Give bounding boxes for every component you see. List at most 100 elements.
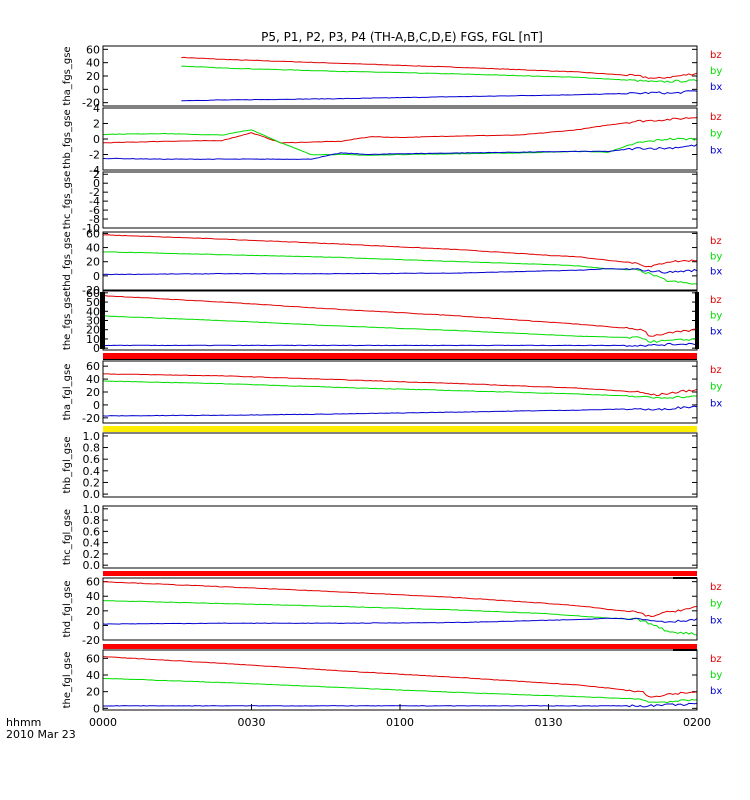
y-tick-label: 50	[86, 296, 100, 309]
x-tick-label: 0200	[683, 716, 711, 729]
y-tick-label: 20	[86, 256, 100, 269]
data-gap-bar-left	[100, 292, 105, 349]
date-label: 2010 Mar 23	[6, 728, 76, 741]
y-tick-label: 60	[86, 576, 100, 589]
panel-frame	[102, 649, 698, 711]
panel-thc-fgl-gse: 1.00.80.60.40.20.0 thc_fgl_gse	[62, 503, 698, 572]
quality-flag-bar	[103, 644, 697, 649]
panel-frame	[102, 290, 698, 351]
panel-frame	[102, 231, 698, 291]
y-tick-label: 60	[86, 652, 100, 665]
legend-by: by	[710, 66, 722, 77]
y-tick-label: 0.6	[83, 453, 101, 466]
panel-thb-fgl-gse: 1.00.80.60.40.20.0 thb_fgl_gse	[62, 430, 698, 501]
y-tick-label: 0.4	[83, 537, 101, 550]
time-label: hhmm	[6, 716, 41, 729]
panel-thb-fgs-gse: 4 2 0 -2 -4 thb_fgs_gse bz by bx	[62, 102, 722, 177]
y-tick-label: 0	[93, 83, 100, 96]
series-line-bz	[103, 373, 698, 397]
y-tick-label: 0.0	[83, 488, 101, 501]
y-axis-label: the_fgs_gse	[62, 291, 73, 350]
panel-thc-fgs-gse: 20-2-4-6-8-10 thc_fgs_gse	[62, 168, 698, 235]
y-tick-label: 1.0	[83, 503, 101, 516]
legend-by: by	[710, 670, 722, 681]
y-tick-label: 0	[93, 177, 100, 190]
y-tick-label: 2	[93, 168, 100, 181]
y-axis-label: thd_fgs_gse	[62, 231, 73, 290]
series-line-bx	[102, 143, 698, 160]
y-tick-label: 1.0	[83, 430, 101, 443]
y-tick-label: 0	[93, 342, 100, 355]
quality-flag-bar	[103, 353, 697, 359]
series-line-bz	[102, 656, 698, 698]
flag-marker	[673, 649, 697, 651]
y-tick-label: 30	[86, 315, 100, 328]
legend-bz: bz	[710, 50, 722, 61]
y-tick-label: -4	[89, 164, 100, 177]
series-line-by	[102, 677, 698, 704]
y-axis-label: thb_fgl_gse	[62, 437, 73, 494]
y-axis-label: the_fgl_gse	[62, 652, 73, 709]
legend-by: by	[710, 311, 722, 322]
y-tick-label: -2	[89, 186, 100, 199]
y-tick-label: 4	[93, 102, 100, 115]
series-line-by	[102, 600, 698, 636]
series-line-by	[102, 380, 698, 399]
series-line-bx	[102, 342, 698, 347]
series-line-bx	[102, 617, 698, 625]
y-tick-label: 60	[86, 360, 100, 373]
flag-marker	[673, 577, 697, 579]
x-axis: 0000 0030 0100 0130 0200	[89, 704, 711, 729]
y-tick-label: 0	[93, 270, 100, 283]
quality-flag-bar	[103, 426, 697, 432]
y-tick-label: 20	[86, 605, 100, 618]
legend-by: by	[710, 382, 722, 393]
series-line-bx	[181, 90, 698, 102]
legend-bx: bx	[710, 82, 722, 93]
y-tick-label: -20	[82, 284, 100, 297]
y-tick-label: -4	[89, 195, 100, 208]
y-tick-label: 0.4	[83, 465, 101, 478]
y-tick-label: -2	[89, 149, 100, 162]
y-tick-label: 0.6	[83, 525, 101, 538]
y-tick-label: 0	[93, 399, 100, 412]
y-tick-label: 20	[86, 324, 100, 337]
y-axis-label: thd_fgl_gse	[62, 581, 73, 638]
panel-frame	[102, 45, 698, 107]
x-tick-label: 0130	[535, 716, 563, 729]
y-axis-label: thc_fgs_gse	[62, 171, 73, 230]
x-tick-label: 0030	[238, 716, 266, 729]
legend-bz: bz	[710, 112, 722, 123]
series-line-bz	[102, 581, 698, 618]
y-tick-label: 0	[93, 619, 100, 632]
legend-bz: bz	[710, 365, 722, 376]
y-tick-label: 40	[86, 305, 100, 318]
panel-frame	[102, 107, 698, 171]
y-tick-label: 0	[93, 702, 100, 715]
y-tick-label: 0	[93, 133, 100, 146]
legend-bx: bx	[710, 615, 722, 626]
y-tick-label: -20	[82, 97, 100, 110]
y-tick-label: -10	[82, 222, 100, 235]
data-gap-bar-right	[695, 292, 699, 349]
y-tick-label: 40	[86, 57, 100, 70]
y-tick-label: -6	[89, 204, 100, 217]
series-line-by	[102, 129, 698, 156]
panel-the-fgl-gse: 60 40 20 0 the_fgl_gse bz by bx	[62, 649, 722, 715]
quality-flag-bar	[103, 359, 697, 360]
y-axis-label: tha_fgs_gse	[62, 46, 73, 105]
y-axis-label: thc_fgl_gse	[62, 509, 73, 565]
series-line-bx	[102, 405, 698, 417]
y-tick-label: 10	[86, 333, 100, 346]
quality-flag-bar	[103, 571, 697, 576]
series-line-bz	[103, 117, 698, 144]
panel-frame	[102, 171, 698, 229]
series-line-bx	[102, 268, 698, 276]
y-tick-label: -20	[82, 412, 100, 425]
